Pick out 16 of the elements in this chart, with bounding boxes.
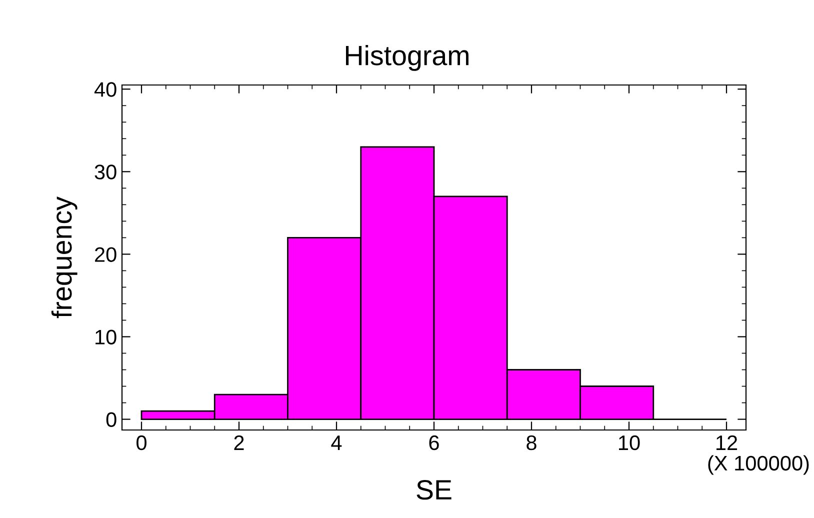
- y-tick-label: 30: [94, 164, 116, 180]
- x-tick-label: 12: [716, 435, 738, 450]
- y-tick-label: 40: [94, 82, 116, 97]
- text: (X 100000): [708, 455, 809, 475]
- x-tick-label: 10: [619, 435, 640, 450]
- y-axis-title: frequency: [51, 196, 78, 318]
- x-axis-title: SE: [416, 480, 452, 500]
- chart-title: Histogram: [346, 45, 468, 71]
- y-tick-label: 20: [95, 247, 116, 262]
- x-tick-label: 2: [234, 435, 244, 450]
- x-tick-label: 4: [331, 436, 342, 450]
- x-tick-label: 6: [429, 435, 439, 450]
- x-tick-label: 0: [136, 435, 146, 450]
- y-tick-label: 10: [96, 330, 116, 344]
- x-tick-label: 8: [526, 435, 536, 450]
- y-tick-label: 0: [106, 412, 116, 428]
